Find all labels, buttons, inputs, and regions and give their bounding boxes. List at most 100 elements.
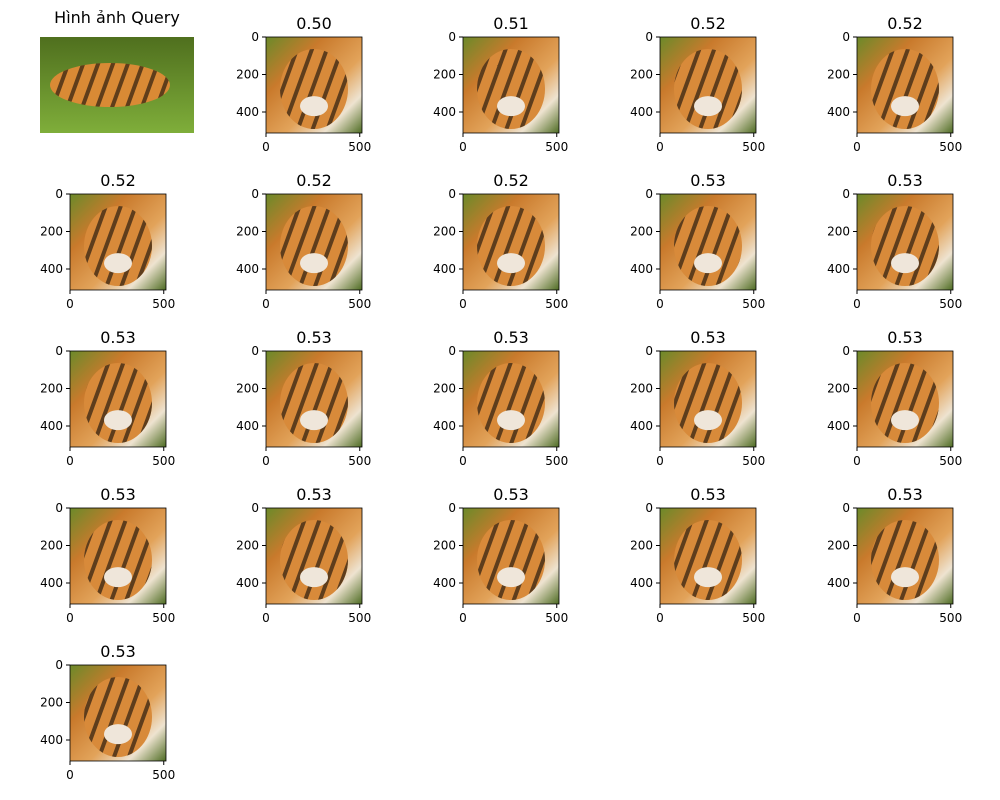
x-tick-label: 0 <box>262 611 270 625</box>
tiger-muzzle <box>694 253 722 274</box>
result-panel: 0.53 0 500 0 200 400 <box>40 485 175 625</box>
y-tick-label: 0 <box>448 30 456 44</box>
x-tick-label: 0 <box>262 140 270 154</box>
result-panel: 0.53 0 500 0 200 400 <box>630 171 765 311</box>
x-tick-label: 0 <box>656 611 664 625</box>
query-stripes <box>50 63 170 107</box>
result-panel: 0.51 0 500 0 200 400 <box>433 14 568 154</box>
y-tick-label: 200 <box>433 382 456 396</box>
result-title: 0.53 <box>887 328 923 347</box>
y-tick-label: 0 <box>842 187 850 201</box>
tiger-stripes <box>280 206 348 286</box>
result-title: 0.53 <box>493 485 529 504</box>
result-title: 0.52 <box>296 171 332 190</box>
result-panel: 0.53 0 500 0 200 400 <box>827 171 962 311</box>
tiger-stripes <box>871 49 939 129</box>
y-tick-label: 400 <box>433 576 456 590</box>
tiger-stripes <box>477 363 545 443</box>
y-tick-label: 200 <box>827 68 850 82</box>
x-tick-label: 0 <box>853 140 861 154</box>
y-tick-label: 0 <box>251 30 259 44</box>
y-tick-label: 200 <box>433 539 456 553</box>
tiger-stripes <box>674 49 742 129</box>
y-tick-label: 0 <box>448 344 456 358</box>
x-tick-label: 0 <box>66 454 74 468</box>
axes-frame <box>462 36 560 134</box>
x-tick-label: 0 <box>459 454 467 468</box>
tiger-muzzle <box>300 410 328 431</box>
y-tick-label: 400 <box>827 419 850 433</box>
y-tick-label: 0 <box>251 501 259 515</box>
y-tick-label: 200 <box>630 382 653 396</box>
tiger-muzzle <box>891 410 919 431</box>
tiger-muzzle <box>497 567 525 588</box>
axes-frame <box>265 193 363 291</box>
axes-frame <box>462 350 560 448</box>
y-tick-label: 200 <box>630 539 653 553</box>
y-tick-label: 400 <box>40 733 63 747</box>
tiger-muzzle <box>300 253 328 274</box>
result-panel: 0.53 0 500 0 200 400 <box>827 328 962 468</box>
result-panel: 0.53 0 500 0 200 400 <box>236 328 371 468</box>
y-tick-label: 0 <box>55 658 63 672</box>
y-tick-label: 400 <box>40 576 63 590</box>
axes-frame <box>462 193 560 291</box>
y-tick-label: 200 <box>40 225 63 239</box>
x-tick-label: 500 <box>742 611 765 625</box>
x-tick-label: 500 <box>348 140 371 154</box>
axes-frame <box>265 36 363 134</box>
axes-frame <box>69 507 167 605</box>
x-tick-label: 0 <box>262 454 270 468</box>
result-panel: 0.52 0 500 0 200 400 <box>827 14 962 154</box>
result-panel: 0.53 0 500 0 200 400 <box>827 485 962 625</box>
result-title: 0.53 <box>690 171 726 190</box>
y-tick-label: 0 <box>645 501 653 515</box>
tiger-muzzle <box>104 253 132 274</box>
axes-frame <box>659 507 757 605</box>
x-tick-label: 500 <box>348 454 371 468</box>
axes-frame <box>659 193 757 291</box>
tiger-muzzle <box>891 567 919 588</box>
x-tick-label: 500 <box>939 297 962 311</box>
result-title: 0.52 <box>690 14 726 33</box>
result-panel: 0.52 0 500 0 200 400 <box>236 171 371 311</box>
result-title: 0.53 <box>100 328 136 347</box>
x-tick-label: 500 <box>152 297 175 311</box>
axes-frame <box>265 350 363 448</box>
result-title: 0.53 <box>493 328 529 347</box>
x-tick-label: 500 <box>545 611 568 625</box>
result-panel: 0.53 0 500 0 200 400 <box>630 485 765 625</box>
query-panel: Hình ảnh Query <box>40 8 194 133</box>
tiger-stripes <box>84 363 152 443</box>
tiger-stripes <box>871 520 939 600</box>
y-tick-label: 200 <box>236 539 259 553</box>
axes-frame <box>659 36 757 134</box>
y-tick-label: 400 <box>236 105 259 119</box>
y-tick-label: 0 <box>251 344 259 358</box>
result-panel: 0.50 0 500 0 200 400 <box>236 14 371 154</box>
result-panel: 0.52 0 500 0 200 400 <box>433 171 568 311</box>
y-tick-label: 400 <box>433 419 456 433</box>
y-tick-label: 200 <box>433 68 456 82</box>
x-tick-label: 500 <box>348 297 371 311</box>
tiger-muzzle <box>104 567 132 588</box>
x-tick-label: 500 <box>939 611 962 625</box>
y-tick-label: 200 <box>40 382 63 396</box>
axes-frame <box>856 507 954 605</box>
y-tick-label: 400 <box>630 105 653 119</box>
y-tick-label: 200 <box>827 539 850 553</box>
x-tick-label: 0 <box>656 454 664 468</box>
tiger-stripes <box>84 206 152 286</box>
tiger-stripes <box>871 363 939 443</box>
tiger-muzzle <box>694 410 722 431</box>
tiger-stripes <box>280 49 348 129</box>
y-tick-label: 400 <box>827 105 850 119</box>
x-tick-label: 500 <box>152 768 175 782</box>
y-tick-label: 0 <box>251 187 259 201</box>
tiger-stripes <box>871 206 939 286</box>
y-tick-label: 0 <box>55 344 63 358</box>
y-tick-label: 0 <box>842 501 850 515</box>
y-tick-label: 200 <box>827 382 850 396</box>
y-tick-label: 0 <box>448 187 456 201</box>
